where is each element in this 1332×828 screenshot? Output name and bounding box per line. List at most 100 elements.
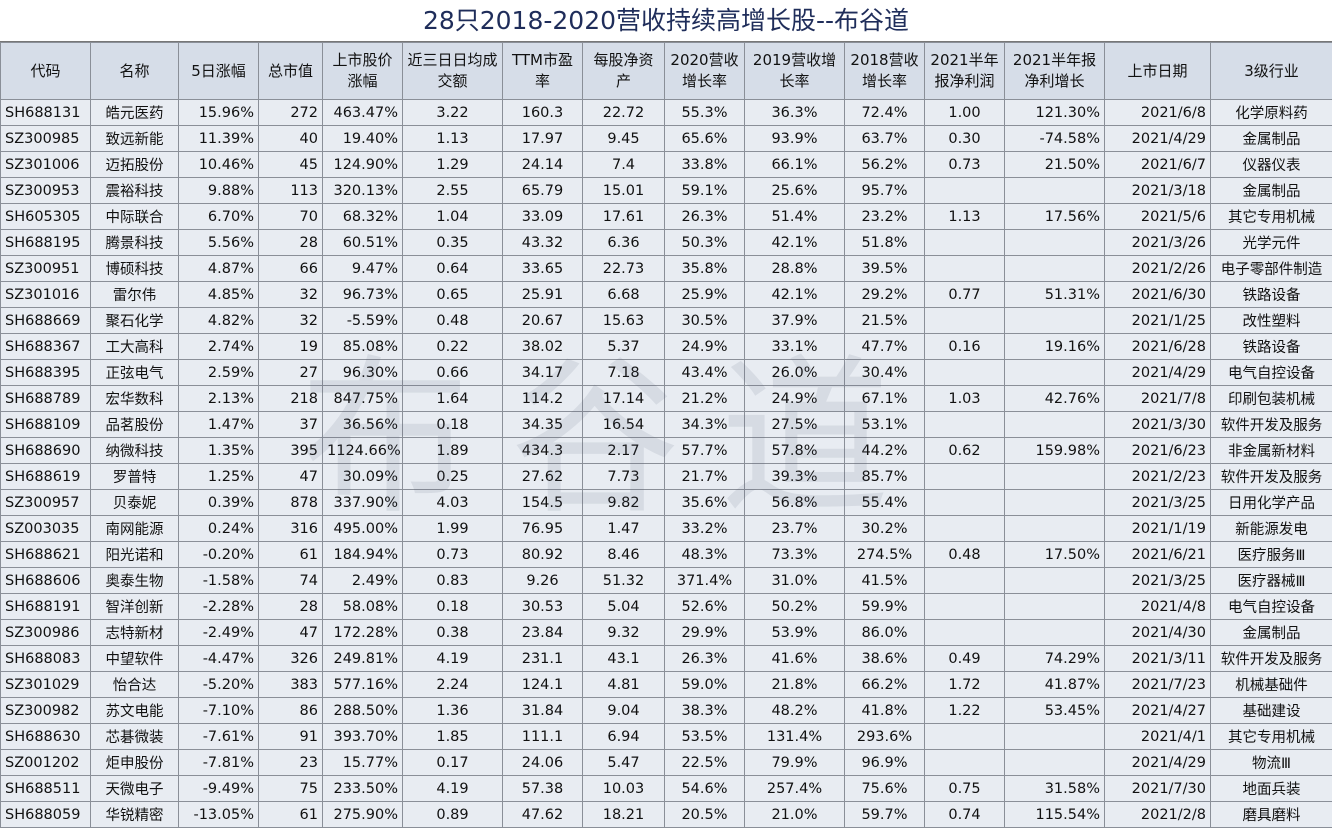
table-cell: 21.5% bbox=[845, 308, 925, 334]
table-cell: 9.45 bbox=[583, 126, 665, 152]
table-cell: 33.2% bbox=[665, 516, 745, 542]
table-cell: 56.8% bbox=[745, 490, 845, 516]
table-cell: 24.9% bbox=[665, 334, 745, 360]
table-cell: 320.13% bbox=[323, 178, 403, 204]
table-cell: 22.73 bbox=[583, 256, 665, 282]
table-cell: 2021/2/26 bbox=[1105, 256, 1211, 282]
table-cell: 皓元医药 bbox=[91, 100, 179, 126]
table-cell bbox=[925, 568, 1005, 594]
table-cell: 337.90% bbox=[323, 490, 403, 516]
table-cell: 272 bbox=[259, 100, 323, 126]
table-cell: 腾景科技 bbox=[91, 230, 179, 256]
table-cell: 4.87% bbox=[179, 256, 259, 282]
table-cell: 0.77 bbox=[925, 282, 1005, 308]
table-cell: SH688109 bbox=[1, 412, 91, 438]
table-cell: 9.04 bbox=[583, 698, 665, 724]
table-cell: 罗普特 bbox=[91, 464, 179, 490]
table-cell: 1.35% bbox=[179, 438, 259, 464]
table-cell: 17.97 bbox=[503, 126, 583, 152]
table-cell: 41.87% bbox=[1005, 672, 1105, 698]
table-cell: 26.3% bbox=[665, 646, 745, 672]
table-cell: 2.24 bbox=[403, 672, 503, 698]
table-cell bbox=[1005, 360, 1105, 386]
table-cell: 化学原料药 bbox=[1211, 100, 1332, 126]
table-cell: 1.64 bbox=[403, 386, 503, 412]
table-cell: 28.8% bbox=[745, 256, 845, 282]
table-cell: 2.59% bbox=[179, 360, 259, 386]
table-cell: 19.40% bbox=[323, 126, 403, 152]
table-cell: 66.2% bbox=[845, 672, 925, 698]
table-cell: 南网能源 bbox=[91, 516, 179, 542]
table-cell: 2021/6/8 bbox=[1105, 100, 1211, 126]
table-cell: 0.22 bbox=[403, 334, 503, 360]
table-cell: 0.83 bbox=[403, 568, 503, 594]
table-cell: 贝泰妮 bbox=[91, 490, 179, 516]
table-cell: 30.09% bbox=[323, 464, 403, 490]
column-header: 总市值 bbox=[259, 43, 323, 100]
table-cell: SH688195 bbox=[1, 230, 91, 256]
table-cell: 257.4% bbox=[745, 776, 845, 802]
table-cell: 2021/3/25 bbox=[1105, 490, 1211, 516]
table-cell: 55.3% bbox=[665, 100, 745, 126]
table-cell: 68.32% bbox=[323, 204, 403, 230]
table-cell: 73.3% bbox=[745, 542, 845, 568]
table-cell: 6.70% bbox=[179, 204, 259, 230]
table-cell: 2021/3/30 bbox=[1105, 412, 1211, 438]
table-cell bbox=[1005, 568, 1105, 594]
table-cell: SZ001202 bbox=[1, 750, 91, 776]
table-cell: 124.1 bbox=[503, 672, 583, 698]
column-header: TTM市盈率 bbox=[503, 43, 583, 100]
table-cell: 4.03 bbox=[403, 490, 503, 516]
table-cell: 26.3% bbox=[665, 204, 745, 230]
table-cell: 53.1% bbox=[845, 412, 925, 438]
table-cell: 2021/1/19 bbox=[1105, 516, 1211, 542]
table-cell bbox=[1005, 516, 1105, 542]
table-cell: 2021/7/8 bbox=[1105, 386, 1211, 412]
table-cell: 24.14 bbox=[503, 152, 583, 178]
table-cell: 32 bbox=[259, 308, 323, 334]
table-cell: 2021/3/11 bbox=[1105, 646, 1211, 672]
table-cell: 30.4% bbox=[845, 360, 925, 386]
table-cell: 1124.66% bbox=[323, 438, 403, 464]
table-cell: 131.4% bbox=[745, 724, 845, 750]
table-cell: 39.5% bbox=[845, 256, 925, 282]
column-header: 近三日日均成交额 bbox=[403, 43, 503, 100]
table-cell: 医疗器械Ⅲ bbox=[1211, 568, 1332, 594]
table-cell: 28 bbox=[259, 230, 323, 256]
table-cell: 21.7% bbox=[665, 464, 745, 490]
table-cell: SZ300957 bbox=[1, 490, 91, 516]
table-cell: 9.32 bbox=[583, 620, 665, 646]
table-cell: 2021/1/25 bbox=[1105, 308, 1211, 334]
table-cell bbox=[1005, 256, 1105, 282]
table-cell: 基础建设 bbox=[1211, 698, 1332, 724]
table-cell: 金属制品 bbox=[1211, 178, 1332, 204]
table-cell: 4.85% bbox=[179, 282, 259, 308]
table-cell: SH688789 bbox=[1, 386, 91, 412]
table-cell: 95.7% bbox=[845, 178, 925, 204]
table-cell: 21.2% bbox=[665, 386, 745, 412]
table-cell: 金属制品 bbox=[1211, 126, 1332, 152]
table-cell: 雷尔伟 bbox=[91, 282, 179, 308]
table-cell: 21.8% bbox=[745, 672, 845, 698]
table-cell: 2021/2/23 bbox=[1105, 464, 1211, 490]
table-cell: 9.88% bbox=[179, 178, 259, 204]
table-cell: 0.73 bbox=[925, 152, 1005, 178]
table-cell: 智洋创新 bbox=[91, 594, 179, 620]
table-cell: 57.8% bbox=[745, 438, 845, 464]
table-cell: 1.99 bbox=[403, 516, 503, 542]
table-cell: 2021/4/29 bbox=[1105, 126, 1211, 152]
table-cell: 2.17 bbox=[583, 438, 665, 464]
table-cell: 2021/6/23 bbox=[1105, 438, 1211, 464]
table-cell bbox=[1005, 412, 1105, 438]
table-cell: 宏华数科 bbox=[91, 386, 179, 412]
table-cell: 17.14 bbox=[583, 386, 665, 412]
table-cell: 51.31% bbox=[1005, 282, 1105, 308]
column-header: 2018营收增长率 bbox=[845, 43, 925, 100]
